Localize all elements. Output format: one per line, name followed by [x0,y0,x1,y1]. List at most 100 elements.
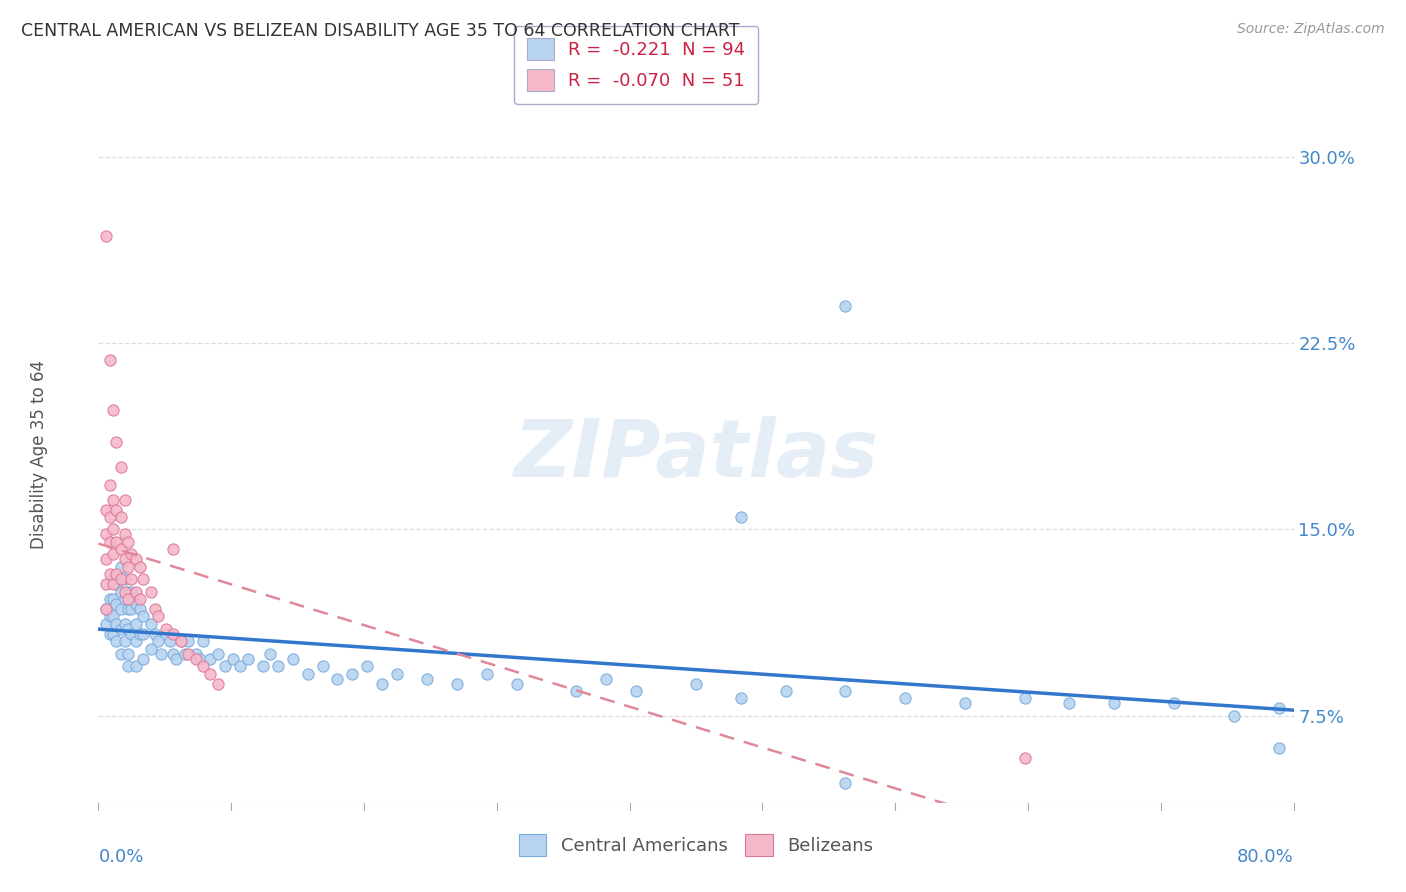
Point [114,492,136,507]
Point [132,627,155,641]
Point [155,622,177,636]
Point [110,622,132,636]
Point [184,647,207,661]
Point [129,627,152,641]
Point [730,510,752,524]
Point [311,659,333,673]
Text: 80.0%: 80.0% [1237,847,1294,865]
Point [894,691,917,706]
Point [129,602,152,616]
Point [103,627,125,641]
Point [177,647,200,661]
Point [117,592,139,607]
Point [114,527,136,541]
Point [110,572,132,586]
Point [98,592,122,607]
Point [94,229,117,244]
Point [267,659,290,673]
Point [117,534,139,549]
Point [162,647,184,661]
Point [117,584,139,599]
Point [103,523,125,537]
Point [143,602,166,616]
Point [117,647,139,661]
Point [150,647,173,661]
Point [98,567,122,582]
Point [105,534,128,549]
Point [110,542,132,557]
Point [565,684,588,698]
Text: CENTRAL AMERICAN VS BELIZEAN DISABILITY AGE 35 TO 64 CORRELATION CHART: CENTRAL AMERICAN VS BELIZEAN DISABILITY … [21,22,740,40]
Point [114,584,136,599]
Text: Disability Age 35 to 64: Disability Age 35 to 64 [30,360,48,549]
Point [1163,697,1185,711]
Point [191,634,214,648]
Point [120,602,142,616]
Point [98,510,122,524]
Point [125,552,148,566]
Point [120,584,142,599]
Point [117,602,139,616]
Point [125,659,148,673]
Point [188,651,211,665]
Point [110,510,132,524]
Point [132,572,155,586]
Text: Source: ZipAtlas.com: Source: ZipAtlas.com [1237,22,1385,37]
Point [105,435,128,450]
Point [94,602,117,616]
Point [165,651,187,665]
Point [103,577,125,591]
Point [214,659,236,673]
Point [105,616,128,631]
Point [117,622,139,636]
Point [730,691,752,706]
Point [342,666,364,681]
Point [105,577,128,591]
Point [103,492,125,507]
Point [120,627,142,641]
Point [125,597,148,611]
Point [200,666,222,681]
Point [236,651,259,665]
Point [259,647,281,661]
Point [125,616,148,631]
Point [1014,751,1036,765]
Point [139,584,162,599]
Point [685,676,707,690]
Point [103,592,125,607]
Point [94,577,117,591]
Point [143,627,166,641]
Point [953,697,976,711]
Point [155,627,177,641]
Point [132,651,155,665]
Point [446,676,468,690]
Point [103,547,125,561]
Point [120,572,142,586]
Point [356,659,378,673]
Point [834,299,856,313]
Point [595,672,617,686]
Point [1223,708,1246,723]
Point [169,634,191,648]
Point [117,659,139,673]
Point [177,634,200,648]
Point [94,616,117,631]
Point [105,597,128,611]
Point [222,651,245,665]
Point [139,616,162,631]
Point [117,559,139,574]
Point [1104,697,1126,711]
Point [775,684,797,698]
Point [103,609,125,624]
Point [129,559,152,574]
Point [162,542,184,557]
Point [1014,691,1036,706]
Point [207,676,229,690]
Text: 0.0%: 0.0% [98,847,143,865]
Point [281,651,304,665]
Point [98,353,122,368]
Text: ZIPatlas: ZIPatlas [513,416,879,494]
Point [385,666,409,681]
Point [94,602,117,616]
Point [506,676,529,690]
